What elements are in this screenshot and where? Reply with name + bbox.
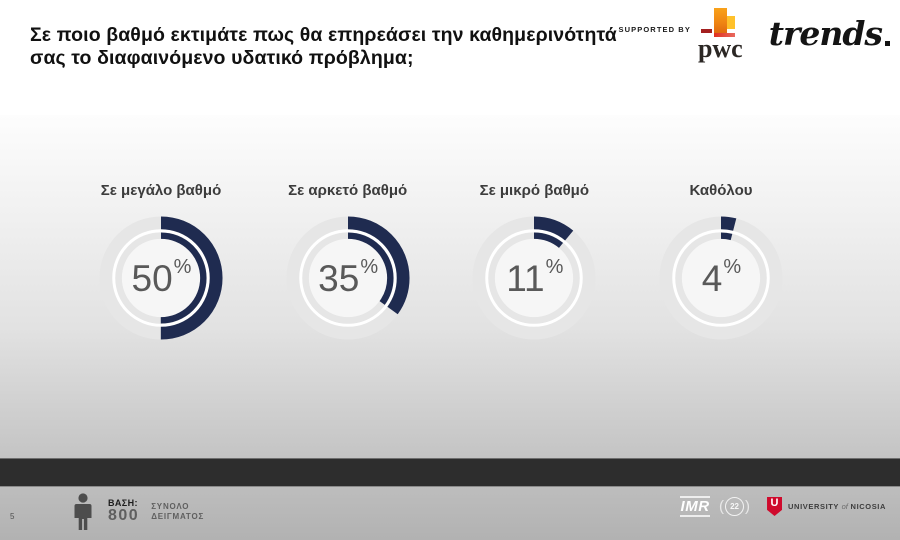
donut-label-3: Σε μικρό βαθμό (479, 182, 590, 200)
uon-word-nicosia: NICOSIA (850, 502, 886, 511)
base-label: ΒΑΣΗ: (108, 497, 138, 508)
donut-chart-3: 11% (470, 214, 598, 342)
page-title: Σε ποιο βαθμό εκτιμάτε πως θα επηρεάσει … (30, 24, 617, 69)
pwc-wordmark: pwc (697, 34, 743, 63)
donut-column-1: Σε μεγάλο βαθμό 50% (85, 155, 237, 342)
pwc-mark-darkred-bar (701, 29, 713, 33)
imr-microtext-bottom (680, 515, 711, 517)
donut-chart-4: 4% (657, 214, 785, 342)
pwc-logo: pwc (698, 8, 743, 62)
pwc-mark-pink-strip (714, 33, 736, 37)
charts-row: Σε μεγάλο βαθμό 50% Σε αρκετό βαθμό 35% Σε μ… (85, 155, 797, 342)
donut-chart-2: 35% (284, 214, 412, 342)
supported-by-label: SUPPORTED BY (618, 25, 691, 34)
person-icon (70, 493, 96, 531)
donut-label-1: Σε μεγάλο βαθμό (100, 182, 222, 200)
donut-column-3: Σε μικρό βαθμό 11% (458, 155, 610, 342)
donut-value-3: 11% (506, 256, 564, 299)
base-value: 800 (108, 507, 140, 525)
donut-column-4: Καθόλου 4% (645, 155, 797, 342)
donut-chart-1: 50% (97, 214, 225, 342)
badge-number: 22 (725, 497, 745, 516)
chart-panel: Σε μεγάλο βαθμό 50% Σε αρκετό βαθμό 35% Σε μ… (0, 115, 900, 458)
donut-value-4: 4% (701, 256, 742, 299)
imr-wordmark: IMR (680, 498, 710, 515)
base-block: ΒΑΣΗ: 800 (108, 497, 140, 525)
donut-label-4: Καθόλου (689, 182, 753, 200)
donut-column-2: Σε αρκετό βαθμό 35% (272, 155, 424, 342)
anniversary-badge: ( 22 ) (719, 497, 750, 516)
header-logos: SUPPORTED BY pwc trends (619, 8, 890, 62)
footer: 5 ΒΑΣΗ: 800 ΣΥΝΟΛΟ ΔΕΙΓΜΑΤΟΣ IMR (0, 487, 900, 540)
sample-block: ΣΥΝΟΛΟ ΔΕΙΓΜΑΤΟΣ (151, 502, 204, 521)
supported-by-group: SUPPORTED BY pwc (619, 8, 743, 62)
uon-word-of: of (841, 502, 848, 511)
sample-line-2: ΔΕΙΓΜΑΤΟΣ (151, 512, 205, 521)
donut-value-2: 35% (318, 256, 379, 299)
uon-shield-letter: U (770, 497, 779, 509)
uon-shield-icon: U (767, 497, 783, 516)
trends-trademark-icon (885, 41, 890, 46)
imr-logo: IMR (680, 496, 711, 517)
footer-logos: IMR ( 22 ) U UNIVERSITY of NICOSIA (680, 496, 886, 517)
university-of-nicosia-logo: U UNIVERSITY of NICOSIA (767, 497, 886, 516)
sample-line-1: ΣΥΝΟΛΟ (151, 502, 190, 512)
trends-logo: trends (769, 17, 890, 50)
pwc-mark-orange-block (714, 8, 728, 33)
pwc-mark-yellow-block (727, 16, 736, 29)
page-number: 5 (10, 512, 15, 521)
sample-base-group: ΒΑΣΗ: 800 ΣΥΝΟΛΟ ΔΕΙΓΜΑΤΟΣ (70, 493, 204, 531)
pwc-logo-icon (701, 8, 739, 38)
uon-word-university: UNIVERSITY (788, 502, 839, 511)
trends-wordmark: trends (768, 14, 883, 53)
laurel-left-icon: ( (719, 498, 725, 515)
donut-value-1: 50% (131, 256, 192, 299)
laurel-right-icon: ) (745, 498, 751, 515)
donut-label-2: Σε αρκετό βαθμό (288, 182, 408, 200)
uon-name: UNIVERSITY of NICOSIA (788, 502, 886, 511)
footer-dark-divider (0, 458, 900, 487)
imr-microtext-top (680, 496, 711, 498)
